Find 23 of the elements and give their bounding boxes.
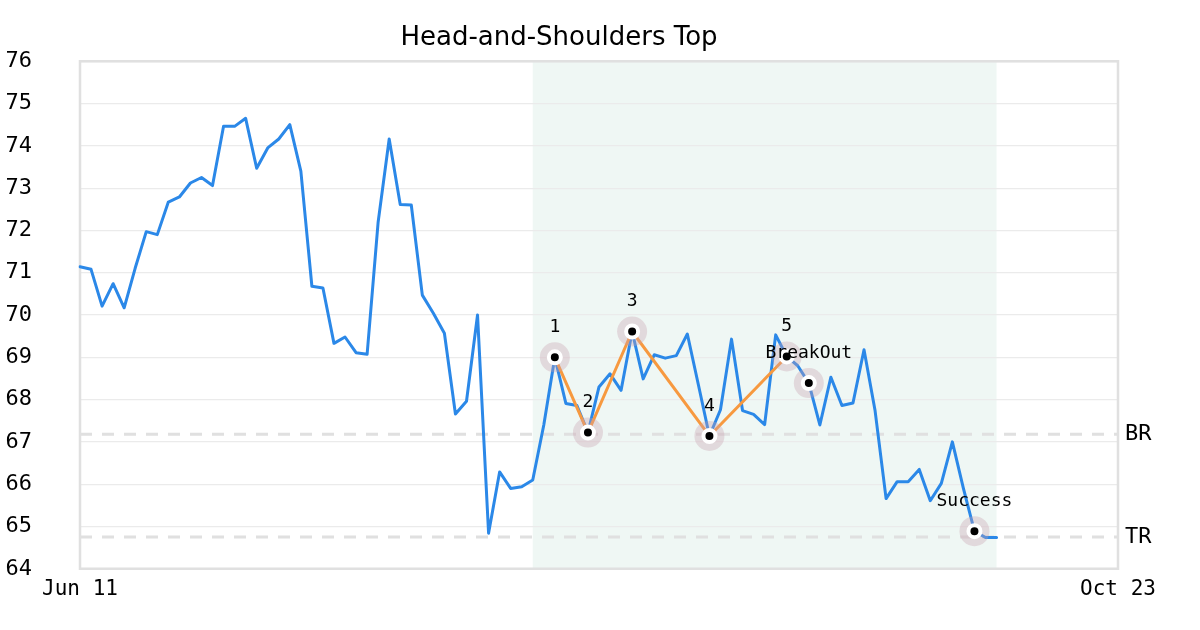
ref-line-label: BR bbox=[1125, 420, 1153, 445]
y-tick-label: 69 bbox=[5, 343, 32, 369]
y-tick-label: 64 bbox=[5, 554, 32, 580]
y-tick-label: 72 bbox=[5, 216, 32, 242]
y-tick-label: 71 bbox=[5, 258, 32, 284]
x-tick-label: Oct 23 bbox=[1080, 575, 1156, 600]
y-tick-label: 65 bbox=[5, 512, 32, 538]
chart-title: Head-and-Shoulders Top bbox=[400, 21, 718, 52]
x-tick-label: Jun 11 bbox=[42, 575, 118, 600]
ref-line-label: TR bbox=[1125, 522, 1153, 548]
y-tick-label: 73 bbox=[5, 173, 32, 199]
annotation: 2 bbox=[582, 390, 594, 412]
y-tick-label: 74 bbox=[5, 131, 32, 157]
y-tick-label: 70 bbox=[5, 300, 32, 326]
annotation: 3 bbox=[626, 289, 638, 311]
annotation: 1 bbox=[549, 314, 561, 336]
annotation: 4 bbox=[704, 393, 715, 415]
y-tick-label: 75 bbox=[5, 89, 32, 115]
y-tick-label: 76 bbox=[5, 46, 32, 72]
y-tick-label: 67 bbox=[5, 427, 32, 453]
y-tick-label: 66 bbox=[5, 469, 32, 495]
annotation: 5 bbox=[781, 314, 793, 336]
y-tick-label: 68 bbox=[5, 385, 32, 411]
